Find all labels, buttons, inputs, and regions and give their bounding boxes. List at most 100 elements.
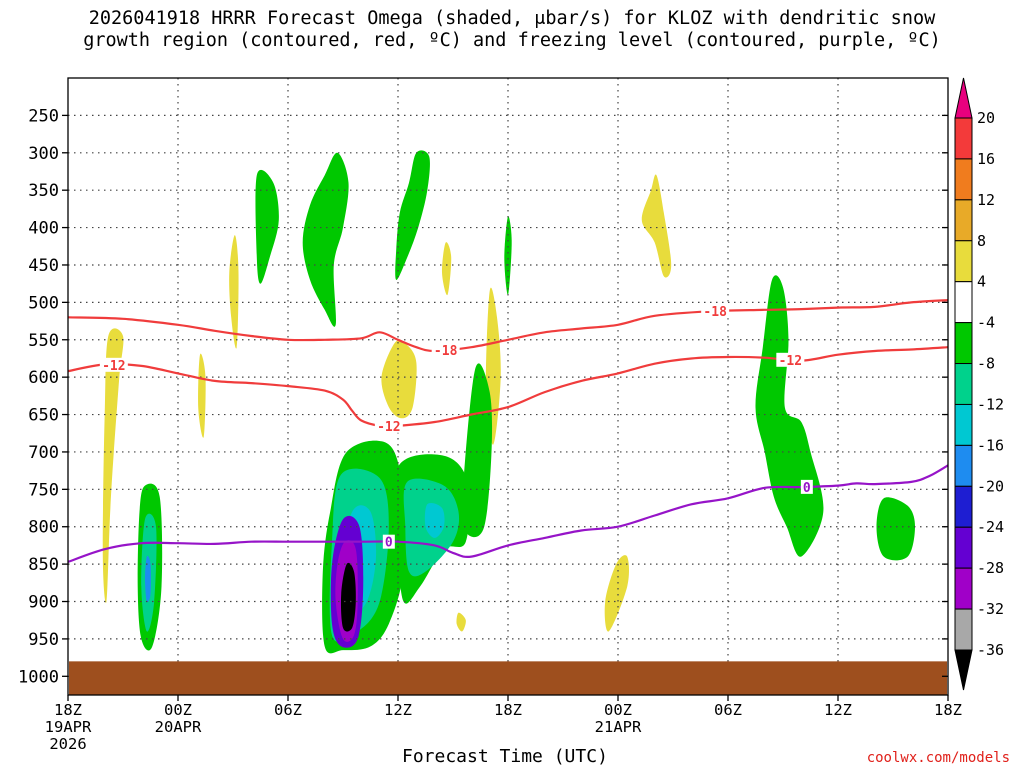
x-tick-label-42-0: 12Z [824, 701, 852, 719]
contour-label-1-1: -12 [377, 420, 400, 435]
contour-label-0-0: -18 [434, 344, 458, 359]
colorbar-label-3: 8 [977, 232, 986, 250]
colorbar-label-11: -28 [977, 559, 1004, 577]
colorbar-segment-11 [954, 526, 973, 569]
axes: 250 300 350 400 450 500 550 600 650 700 750 800 850 9… [18, 77, 962, 753]
omega-region-13 [461, 363, 493, 538]
colorbar-label-6: -8 [977, 355, 995, 373]
y-tick-label-300: 300 [28, 144, 59, 164]
ground-layer [69, 661, 947, 695]
omega-region-12 [456, 612, 466, 632]
colorbar-segment-7 [954, 363, 973, 405]
omega-region-15 [876, 497, 915, 561]
x-tick-label-0-2: 2026 [49, 735, 86, 753]
colorbar-label-7: -12 [977, 395, 1004, 413]
y-tick-label-750: 750 [28, 480, 59, 500]
colorbar-label-2: 12 [977, 191, 995, 209]
title-line-1: 2026041918 HRRR Forecast Omega (shaded, … [88, 8, 936, 29]
contour-line-0 [67, 299, 949, 353]
omega-region-2 [395, 150, 430, 280]
y-tick-label-600: 600 [28, 368, 59, 388]
contour-label-bg-1-0 [99, 357, 128, 372]
omega-region-0 [255, 169, 279, 284]
x-tick-label-12-0: 06Z [274, 701, 302, 719]
omega-shading [102, 150, 915, 654]
omega-region-14 [755, 275, 824, 557]
colorbar-label-12: -32 [977, 600, 1004, 618]
y-tick-label-900: 900 [28, 593, 59, 613]
y-tick-label-650: 650 [28, 406, 59, 426]
omega-region-1 [302, 152, 349, 327]
x-tick-label-36-0: 06Z [714, 701, 742, 719]
omega-region-11 [604, 555, 630, 632]
x-tick-label-6-1: 20APR [155, 718, 202, 736]
x-tick-label-24-0: 18Z [494, 701, 522, 719]
contour-label-1-2: -12 [779, 354, 802, 369]
y-tick-label-700: 700 [28, 443, 59, 463]
contour-label-0-1: -18 [703, 305, 727, 320]
y-tick-label-850: 850 [28, 555, 59, 575]
credit-link[interactable]: coolwx.com/models [866, 750, 1010, 766]
x-tick-label-6-0: 00Z [164, 701, 192, 719]
contour-lines: -18 -18 -12 -12 -12 0 0 [67, 299, 949, 563]
omega-region-23 [424, 503, 445, 538]
y-tick-label-800: 800 [28, 518, 59, 538]
contour-label-bg-2-1 [800, 479, 813, 494]
y-tick-label-950: 950 [28, 630, 59, 650]
contour-label-bg-0-1 [701, 304, 730, 319]
colorbar-label-13: -36 [977, 641, 1004, 659]
contour-label-2-1: 0 [803, 481, 811, 496]
colorbar: 20 16 12 8 4 -4 -8 -12 -16 -20 -24 -28 -32 -36 [954, 77, 1004, 691]
colorbar-label-0: 20 [977, 109, 995, 127]
y-tick-label-500: 500 [28, 293, 59, 313]
colorbar-segment-0 [954, 77, 973, 119]
contour-label-bg-2-0 [382, 534, 395, 549]
x-tick-label-0-0: 18Z [54, 701, 82, 719]
x-tick-label-48-0: 18Z [934, 701, 962, 719]
colorbar-segment-5 [954, 281, 973, 324]
y-tick-label-350: 350 [28, 181, 59, 201]
x-tick-label-0-1: 19APR [45, 718, 92, 736]
colorbar-segment-9 [954, 444, 973, 487]
y-tick-label-400: 400 [28, 219, 59, 239]
omega-region-24 [145, 555, 151, 603]
contour-label-bg-1-2 [776, 352, 805, 367]
omega-region-7 [102, 328, 124, 604]
x-tick-label-30-1: 21APR [595, 718, 642, 736]
title-line-2: growth region (contoured, red, ºC) and f… [83, 30, 941, 51]
y-tick-label-250: 250 [28, 106, 59, 126]
omega-region-3 [504, 216, 512, 296]
omega-region-4 [229, 235, 239, 349]
omega-region-10 [641, 174, 672, 278]
colorbar-label-5: -4 [977, 314, 995, 332]
chart-title: 2026041918 HRRR Forecast Omega (shaded, … [0, 8, 1024, 52]
colorbar-label-8: -16 [977, 436, 1004, 454]
colorbar-label-1: 16 [977, 150, 995, 168]
y-tick-label-450: 450 [28, 256, 59, 276]
colorbar-label-4: 4 [977, 273, 986, 291]
omega-region-27 [340, 562, 356, 632]
omega-region-6 [441, 242, 452, 296]
colorbar-segment-12 [954, 567, 973, 610]
contour-line-2 [67, 464, 949, 563]
grid-lines [68, 78, 948, 695]
colorbar-segment-6 [954, 322, 973, 365]
contour-label-bg-0-0 [431, 342, 460, 357]
colorbar-segment-2 [954, 158, 973, 201]
colorbar-label-10: -24 [977, 518, 1004, 536]
contour-label-1-0: -12 [102, 359, 125, 374]
x-tick-label-30-0: 00Z [604, 701, 632, 719]
x-axis-title: Forecast Time (UTC) [402, 746, 608, 767]
y-tick-label-1000: 1000 [18, 667, 59, 687]
colorbar-segment-3 [954, 199, 973, 242]
y-tick-label-550: 550 [28, 331, 59, 351]
omega-region-8 [381, 340, 417, 419]
colorbar-label-9: -20 [977, 477, 1004, 495]
colorbar-segment-8 [954, 403, 973, 446]
colorbar-segment-13 [954, 608, 973, 651]
ground-fill [69, 661, 947, 695]
omega-region-5 [198, 353, 206, 438]
colorbar-segment-4 [954, 240, 973, 283]
colorbar-segment-1 [954, 117, 973, 160]
